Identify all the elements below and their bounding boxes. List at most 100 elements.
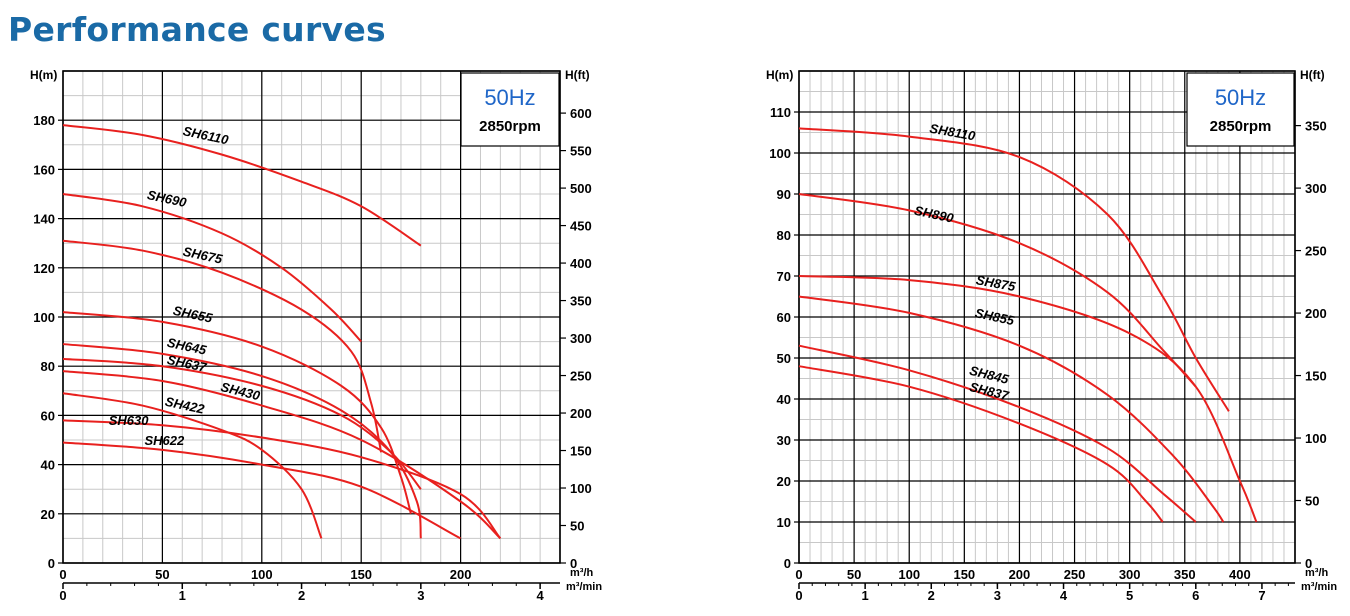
chart1-series-label-sh622: SH622 [145,433,186,448]
chart1-x-tick-label: 200 [450,567,472,582]
chart1-series-label-sh675: SH675 [182,244,225,267]
chart2-min-tick-label: 6 [1192,588,1199,603]
chart1-x-tick-label: 150 [350,567,372,582]
chart2-min-tick-label: 5 [1126,588,1133,603]
chart1-y-tick-label: 0 [48,556,55,571]
chart1-y-tick-label: 160 [33,162,55,177]
chart1-y-tick-label: 80 [41,359,55,374]
chart2-y-tick-label: 20 [777,474,791,489]
chart2-min-tick-label: 4 [1060,588,1068,603]
chart2-flow-unit-top: m³/h [1305,567,1329,579]
chart1-ft-tick-label: 600 [570,106,592,121]
chart1-frequency-label: 50Hz [484,85,535,110]
chart1-ft-tick-label: 150 [570,444,592,459]
chart2-frequency-label: 50Hz [1215,85,1266,110]
chart2-min-tick-label: 7 [1258,588,1265,603]
chart2-flow-unit-bottom: m³/min [1301,581,1337,593]
chart2-x-tick-label: 100 [898,567,920,582]
chart1-ft-tick-label: 350 [570,294,592,309]
chart1-curve-sh675 [62,239,383,453]
chart2-ft-tick-label: 300 [1305,181,1327,196]
chart2-y-tick-label: 50 [777,351,791,366]
chart2-ft-tick-label: 100 [1305,431,1327,446]
chart1-y-tick-label: 140 [33,212,55,227]
chart1-ft-tick-label: 50 [570,519,584,534]
chart1-ft-tick-label: 500 [570,181,592,196]
chart2-min-tick-label: 1 [862,588,869,603]
chart2-ft-tick-label: 250 [1305,244,1327,259]
chart1-series-label-sh630: SH630 [109,413,150,428]
chart1-left-axis-label: H(m) [30,68,57,82]
chart2-curve-sh837 [798,365,1164,523]
chart2-series-label-sh855: SH855 [974,305,1017,328]
chart1-curve-sh422 [62,392,323,539]
chart2-x-tick-label: 250 [1064,567,1086,582]
chart2-ft-tick-label: 200 [1305,306,1327,321]
chart1-flow-unit-bottom: m³/min [566,581,602,593]
chart1-min-tick-label: 1 [179,588,186,603]
chart2-curve-sh8110 [798,127,1230,412]
chart2-y-tick-label: 60 [777,310,791,325]
page-title: Performance curves [8,10,386,49]
chart1-curve-sh637 [62,357,422,490]
chart1-y-tick-label: 60 [41,408,55,423]
chart1-speed-label: 2850rpm [479,118,541,135]
chart2-y-tick-label: 110 [770,105,791,120]
chart2-speed-label: 2850rpm [1210,118,1272,135]
chart1-ft-tick-label: 100 [570,481,592,496]
chart1-info-box [460,72,560,147]
chart1-ft-tick-label: 450 [570,219,592,234]
chart2-info-box [1186,72,1295,147]
chart1-x-tick-label: 50 [155,567,169,582]
chart1-y-tick-label: 40 [41,458,55,473]
chart2-x-tick-label: 400 [1229,567,1251,582]
chart1-curve-sh645 [62,343,422,539]
chart1-curve-sh630 [62,419,502,540]
chart1-min-tick-label: 2 [298,588,305,603]
chart2-y-tick-label: 90 [777,187,791,202]
chart1-series-label-sh655: SH655 [172,303,215,326]
chart2-y-tick-label: 10 [777,515,791,530]
chart2-x-tick-label: 0 [795,567,802,582]
chart1-ft-tick-label: 250 [570,369,592,384]
chart2-series-label-sh875: SH875 [975,272,1018,294]
chart2-curve-sh855 [798,295,1225,523]
chart2-ft-tick-label: 150 [1305,369,1327,384]
chart2-x-tick-label: 150 [953,567,975,582]
chart2-ft-tick-label: 350 [1305,119,1327,134]
chart1-y-tick-label: 180 [33,113,55,128]
chart1-right-axis-label: H(ft) [565,68,590,82]
chart1-ft-tick-label: 400 [570,256,592,271]
chart1-ft-tick-label: 550 [570,144,592,159]
chart1-curve-sh622 [62,441,462,540]
chart2-series-label-sh890: SH890 [913,203,956,226]
chart2-curve-sh875 [798,275,1258,523]
chart2-min-tick-label: 0 [795,588,802,603]
chart2-x-tick-label: 350 [1174,567,1196,582]
chart2-y-tick-label: 70 [777,269,791,284]
chart2-ft-tick-label: 0 [1305,556,1312,571]
chart2-x-tick-label: 300 [1119,567,1141,582]
chart1-series-label-sh6110: SH6110 [182,123,231,147]
chart1-x-tick-label: 100 [251,567,273,582]
chart1-ft-tick-label: 0 [570,556,577,571]
chart1-curve-sh655 [62,311,412,515]
chart1-x-tick-label: 0 [59,567,66,582]
chart2-x-tick-label: 50 [847,567,861,582]
chart1-ft-tick-label: 200 [570,406,592,421]
chart2-x-tick-label: 200 [1009,567,1031,582]
chart2-y-tick-label: 0 [784,556,791,571]
chart1-curve-sh430 [62,370,502,540]
chart2-y-tick-label: 30 [777,433,791,448]
chart1-flow-unit-top: m³/h [570,567,594,579]
chart1-y-tick-label: 20 [41,507,55,522]
chart2-min-tick-label: 3 [994,588,1001,603]
chart2-min-tick-label: 2 [928,588,935,603]
chart1-y-tick-label: 100 [33,310,55,325]
chart2-curve-sh845 [798,344,1197,523]
chart2-ft-tick-label: 50 [1305,494,1319,509]
chart1-y-tick-label: 120 [33,261,55,276]
chart1-curve-sh6110 [62,124,422,247]
chart1-min-tick-label: 3 [417,588,424,603]
